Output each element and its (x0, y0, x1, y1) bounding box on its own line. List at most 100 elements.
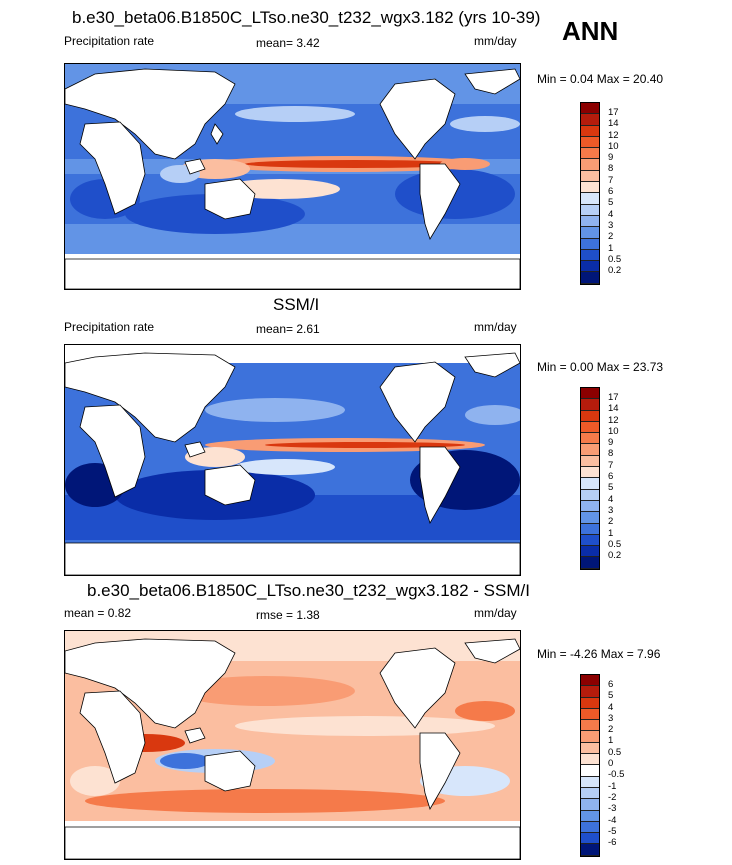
colorbar-tick-label: 8 (608, 448, 614, 460)
colorbar-tick-label: 0.5 (608, 253, 622, 265)
colorbar-swatch (581, 731, 599, 743)
colorbar-swatch (581, 810, 599, 822)
colorbar-swatch (581, 125, 599, 137)
colorbar-swatch (581, 512, 599, 524)
colorbar-tick-label: -4 (608, 814, 617, 826)
colorbar-swatch (581, 821, 599, 834)
colorbar-tick-label: 14 (608, 118, 619, 130)
colorbar-tick-label: 17 (608, 392, 619, 403)
colorbar-tick-label: -6 (608, 837, 617, 849)
colorbar-swatch (581, 708, 599, 721)
colorbar-tick-label: 4 (608, 701, 614, 713)
panel2-mean: mean= 2.61 (256, 322, 320, 336)
colorbar-tick-label: 10 (608, 140, 619, 152)
colorbar-swatch (581, 444, 599, 456)
colorbar-swatch (581, 523, 599, 535)
panel2-title: SSM/I (273, 295, 320, 314)
colorbar-tick-label: 1 (608, 242, 614, 254)
panel1-units: mm/day (474, 34, 517, 48)
colorbar-swatch (581, 114, 599, 126)
colorbar-tick-label: -5 (608, 825, 617, 837)
panel2-colorbar-labels: 17 14 12 10 9 8 7 6 5 4 3 2 1 0.5 0.2 (608, 392, 621, 561)
colorbar-swatch (581, 478, 599, 490)
colorbar-swatch (581, 399, 599, 411)
colorbar-tick-label: 9 (608, 437, 614, 449)
colorbar-tick-label: 10 (608, 425, 619, 437)
colorbar-tick-label: 7 (608, 459, 614, 471)
season-label: ANN (562, 16, 619, 46)
colorbar-tick-label: -1 (608, 780, 617, 792)
panel1-mean: mean= 3.42 (256, 36, 320, 50)
colorbar-tick-label: 1 (608, 527, 614, 539)
colorbar-swatch (581, 170, 599, 183)
colorbar-swatch (581, 455, 599, 468)
colorbar-swatch (581, 776, 599, 788)
colorbar-swatch (581, 272, 599, 284)
colorbar-swatch (581, 787, 599, 800)
colorbar-tick-label: 14 (608, 403, 619, 415)
colorbar-tick-label: 5 (608, 482, 614, 494)
colorbar-tick-label: 0 (608, 758, 614, 770)
colorbar-swatch (581, 500, 599, 513)
colorbar-tick-label: 0.5 (608, 746, 622, 758)
colorbar-swatch (581, 546, 599, 558)
colorbar-tick-label: -2 (608, 791, 617, 803)
panel1-minmax: Min = 0.04 Max = 20.40 (537, 72, 664, 86)
colorbar-tick-label: 8 (608, 163, 614, 175)
colorbar-swatch (581, 215, 599, 228)
colorbar-tick-label: 0.5 (608, 538, 622, 550)
colorbar-swatch (581, 720, 599, 732)
colorbar-tick-label: 7 (608, 174, 614, 186)
panel2-variable-label: Precipitation rate (64, 320, 155, 334)
panel3-title: b.e30_beta06.B1850C_LTso.ne30_t232_wgx3.… (87, 581, 530, 600)
colorbar-tick-label: 6 (608, 186, 614, 198)
colorbar-swatch (581, 675, 599, 687)
panel1-colorbar (580, 102, 600, 285)
colorbar-swatch (581, 557, 599, 569)
colorbar-tick-label: 2 (608, 231, 614, 243)
colorbar-tick-label: 5 (608, 690, 614, 702)
colorbar-swatch (581, 261, 599, 273)
colorbar-swatch (581, 182, 599, 194)
colorbar-tick-label: 4 (608, 208, 614, 220)
colorbar-swatch (581, 534, 599, 547)
colorbar-swatch (581, 754, 599, 766)
colorbar-swatch (581, 136, 599, 149)
colorbar-tick-label: -3 (608, 803, 617, 815)
colorbar-tick-label: 0.2 (608, 265, 622, 277)
colorbar-swatch (581, 238, 599, 250)
colorbar-tick-label: 5 (608, 197, 614, 209)
colorbar-swatch (581, 148, 599, 160)
colorbar-swatch (581, 227, 599, 239)
colorbar-tick-label: 1 (608, 735, 614, 747)
panel1-map (64, 63, 521, 290)
panel3-colorbar (580, 674, 600, 857)
colorbar-swatch (581, 799, 599, 811)
panel3-units: mm/day (474, 606, 517, 620)
colorbar-swatch (581, 467, 599, 479)
colorbar-tick-label: 17 (608, 107, 619, 118)
panel3-colorbar-labels: 6 5 4 3 2 1 0.5 0 -0.5 -1 -2 -3 -4 -5 -6 (608, 679, 624, 848)
colorbar-swatch (581, 421, 599, 434)
colorbar-swatch (581, 833, 599, 845)
panel2-map (64, 344, 521, 576)
colorbar-tick-label: 6 (608, 679, 614, 690)
colorbar-swatch (581, 103, 599, 115)
colorbar-swatch (581, 686, 599, 698)
colorbar-tick-label: 3 (608, 504, 614, 516)
panel1-colorbar-labels: 17 14 12 10 9 8 7 6 5 4 3 2 1 0.5 0.2 (608, 107, 621, 276)
colorbar-tick-label: 9 (608, 152, 614, 164)
panel3-map (64, 630, 521, 860)
colorbar-swatch (581, 489, 599, 501)
panel3-mean: mean = 0.82 (64, 606, 132, 620)
colorbar-tick-label: 12 (608, 129, 619, 141)
colorbar-swatch (581, 388, 599, 400)
colorbar-swatch (581, 204, 599, 216)
colorbar-tick-label: -0.5 (608, 769, 625, 781)
colorbar-swatch (581, 410, 599, 422)
colorbar-tick-label: 3 (608, 712, 614, 724)
colorbar-tick-label: 6 (608, 471, 614, 483)
colorbar-tick-label: 12 (608, 414, 619, 426)
colorbar-tick-label: 4 (608, 493, 614, 505)
panel2-colorbar (580, 387, 600, 570)
